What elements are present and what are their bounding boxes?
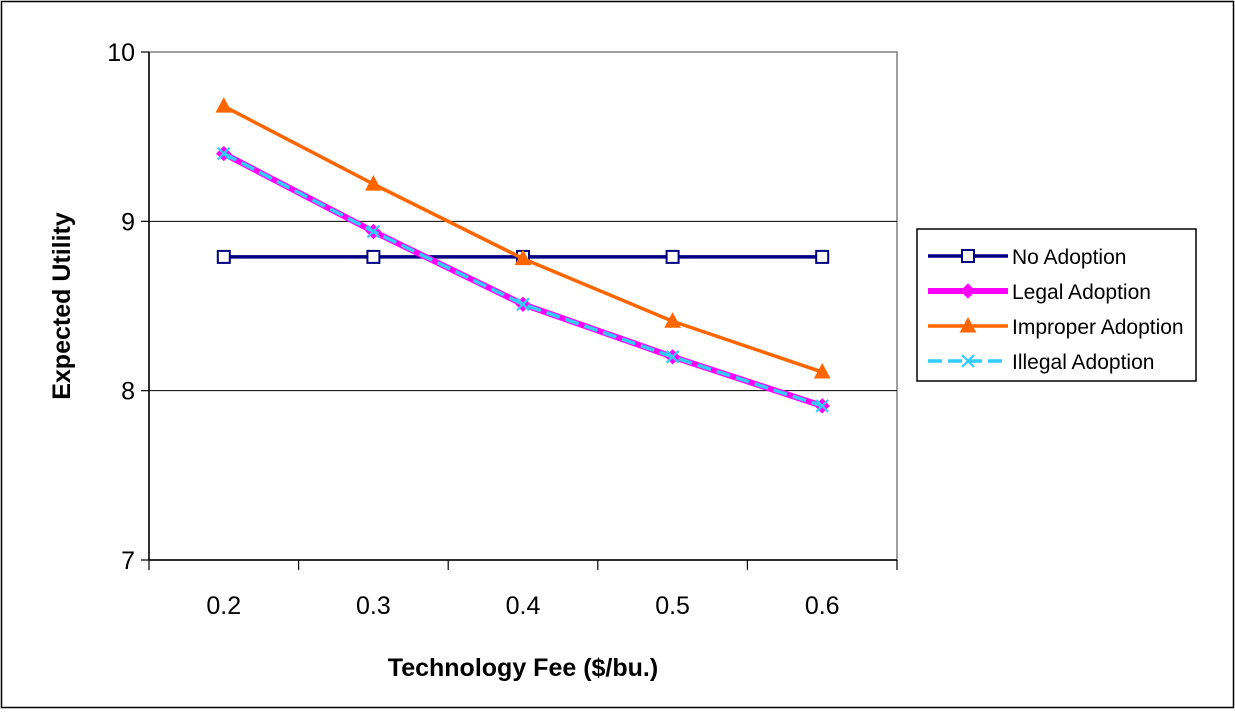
legend-entry-no-adoption: No Adoption xyxy=(928,246,1126,269)
legend-entry-legal-adoption: Legal Adoption xyxy=(928,281,1151,304)
data-point-illegal-adoption xyxy=(516,297,530,312)
data-point-illegal-adoption xyxy=(217,146,231,161)
x-tick-label: 0.3 xyxy=(356,592,391,620)
data-point-illegal-adoption xyxy=(366,224,381,239)
x-tick-label: 0.2 xyxy=(206,592,241,620)
legend: No Adoption Legal Adoption Improper Adopti… xyxy=(916,228,1197,382)
series-improper-adoption xyxy=(215,97,831,379)
legend-marker xyxy=(959,316,977,333)
legend-label: Improper Adoption xyxy=(1012,316,1184,339)
legend-marker xyxy=(961,249,975,263)
data-point-improper-adoption xyxy=(215,97,233,113)
y-tick-label: 8 xyxy=(121,378,135,406)
series-layer xyxy=(215,97,831,414)
legend-label: No Adoption xyxy=(1012,246,1126,269)
data-point-illegal-adoption xyxy=(815,399,829,413)
x-tick-label: 0.4 xyxy=(506,592,541,620)
data-point-improper-adoption xyxy=(813,362,831,379)
data-point-improper-adoption xyxy=(514,249,532,266)
y-axis-title: Expected Utility xyxy=(48,212,76,400)
axes: 7 8 9 10 0.2 0.3 0.4 0.5 0.6 xyxy=(107,39,898,620)
legend-marker xyxy=(961,354,975,368)
y-tick-label: 10 xyxy=(107,39,135,67)
x-tick-label: 0.5 xyxy=(655,592,690,620)
data-point-illegal-adoption xyxy=(665,350,680,364)
y-tick-label: 7 xyxy=(121,547,135,575)
data-point-no-adoption xyxy=(665,249,680,264)
y-tick-label: 9 xyxy=(121,208,135,236)
legend-label: Legal Adoption xyxy=(1012,281,1151,304)
series-illegal-adoption xyxy=(217,146,829,413)
legend-label: Illegal Adoption xyxy=(1012,351,1154,374)
legend-marker xyxy=(960,283,976,299)
legend-entry-illegal-adoption: Illegal Adoption xyxy=(928,351,1154,374)
data-point-improper-adoption xyxy=(365,175,382,191)
data-point-improper-adoption xyxy=(664,312,681,328)
data-point-no-adoption xyxy=(366,249,381,264)
series-line-illegal-adoption xyxy=(222,152,823,408)
x-axis-title: Technology Fee ($/bu.) xyxy=(388,654,658,682)
data-point-no-adoption xyxy=(216,249,231,264)
legend-entry-improper-adoption: Improper Adoption xyxy=(928,316,1184,339)
data-point-no-adoption xyxy=(815,249,830,264)
x-tick-label: 0.6 xyxy=(805,592,840,620)
